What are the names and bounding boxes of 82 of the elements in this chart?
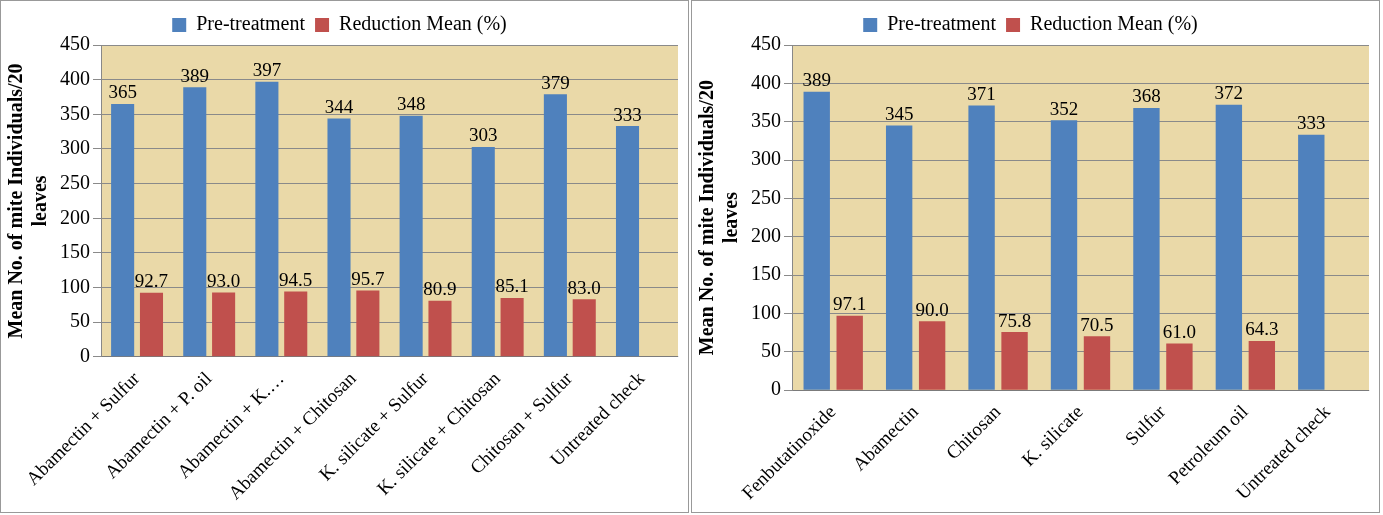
y-tick-label: 0 bbox=[80, 344, 90, 367]
bar bbox=[968, 105, 995, 390]
y-tick-label: 300 bbox=[60, 136, 90, 159]
y-tick-label: 200 bbox=[751, 224, 781, 247]
data-label: 83.0 bbox=[567, 276, 601, 298]
bar bbox=[615, 126, 640, 357]
bar bbox=[1050, 120, 1078, 390]
data-label: 64.3 bbox=[1245, 318, 1279, 340]
y-tick-label: 150 bbox=[60, 240, 90, 263]
data-label: 95.7 bbox=[351, 268, 385, 290]
bar bbox=[1083, 336, 1111, 390]
data-label: 372 bbox=[1214, 82, 1244, 104]
data-label: 333 bbox=[613, 103, 642, 125]
bar bbox=[255, 81, 279, 357]
data-label: 345 bbox=[884, 103, 914, 125]
data-label: 90.0 bbox=[915, 298, 949, 320]
bar bbox=[471, 146, 495, 357]
bar bbox=[1001, 332, 1028, 390]
y-tick-label: 300 bbox=[751, 147, 781, 170]
bar bbox=[572, 299, 596, 357]
y-tick-label: 350 bbox=[751, 108, 781, 131]
data-label: 371 bbox=[967, 83, 996, 105]
data-label: 333 bbox=[1297, 112, 1326, 134]
data-label: 365 bbox=[108, 81, 137, 103]
data-label: 397 bbox=[252, 59, 282, 81]
legend-label: Pre-treatment bbox=[887, 12, 997, 35]
bar bbox=[500, 297, 524, 357]
legend-label: Pre-treatment bbox=[196, 12, 306, 35]
y-axis-title: Mean No. of mite Individuals/20 leaves bbox=[4, 63, 51, 339]
y-tick-label: 450 bbox=[60, 32, 90, 55]
bar bbox=[885, 125, 913, 390]
y-tick-label: 150 bbox=[751, 262, 781, 285]
legend-label: Reduction Mean (%) bbox=[339, 12, 507, 36]
bar bbox=[212, 292, 236, 357]
bar bbox=[284, 291, 308, 357]
y-tick-label: 250 bbox=[60, 170, 90, 193]
bar bbox=[183, 87, 207, 357]
data-label: 94.5 bbox=[279, 268, 313, 290]
data-label: 92.7 bbox=[134, 270, 169, 292]
data-label: 344 bbox=[324, 95, 354, 117]
y-tick-label: 50 bbox=[70, 309, 90, 332]
bar bbox=[327, 118, 351, 357]
data-label: 93.0 bbox=[206, 269, 241, 291]
y-tick-label: 50 bbox=[761, 339, 781, 362]
y-tick-label: 0 bbox=[771, 377, 781, 400]
data-label: 389 bbox=[802, 69, 831, 91]
y-axis-title: Mean No. of mite Individuals/20 leaves bbox=[695, 80, 742, 356]
data-label: 379 bbox=[541, 71, 570, 93]
data-label: 75.8 bbox=[997, 309, 1032, 331]
bar bbox=[1133, 107, 1160, 390]
data-label: 352 bbox=[1049, 97, 1079, 119]
data-label: 348 bbox=[396, 93, 426, 115]
bar bbox=[428, 300, 452, 357]
y-tick-label: 350 bbox=[60, 101, 90, 124]
y-tick-label: 250 bbox=[751, 185, 781, 208]
y-tick-label: 100 bbox=[751, 300, 781, 323]
bar bbox=[139, 292, 164, 357]
data-label: 389 bbox=[180, 64, 210, 86]
data-label: 303 bbox=[469, 124, 498, 146]
y-tick-label: 400 bbox=[751, 70, 781, 93]
data-label: 97.1 bbox=[833, 293, 867, 315]
y-tick-label: 450 bbox=[751, 32, 781, 55]
bar bbox=[803, 91, 830, 390]
y-tick-label: 100 bbox=[60, 274, 90, 297]
bar bbox=[1298, 134, 1325, 390]
bar bbox=[111, 103, 135, 357]
data-label: 61.0 bbox=[1162, 320, 1197, 342]
data-label: 80.9 bbox=[423, 278, 457, 300]
bar bbox=[399, 115, 423, 357]
bar bbox=[356, 290, 380, 357]
y-tick-label: 200 bbox=[60, 205, 90, 228]
data-label: 368 bbox=[1132, 85, 1161, 107]
bar bbox=[543, 94, 567, 357]
bar bbox=[1248, 340, 1276, 390]
data-label: 70.5 bbox=[1080, 313, 1114, 335]
bar bbox=[1215, 104, 1243, 390]
y-tick-label: 400 bbox=[60, 66, 90, 89]
bar bbox=[836, 315, 863, 390]
data-label: 85.1 bbox=[495, 275, 529, 297]
bar bbox=[1166, 343, 1193, 390]
bar bbox=[918, 321, 946, 390]
legend-label: Reduction Mean (%) bbox=[1030, 12, 1198, 36]
